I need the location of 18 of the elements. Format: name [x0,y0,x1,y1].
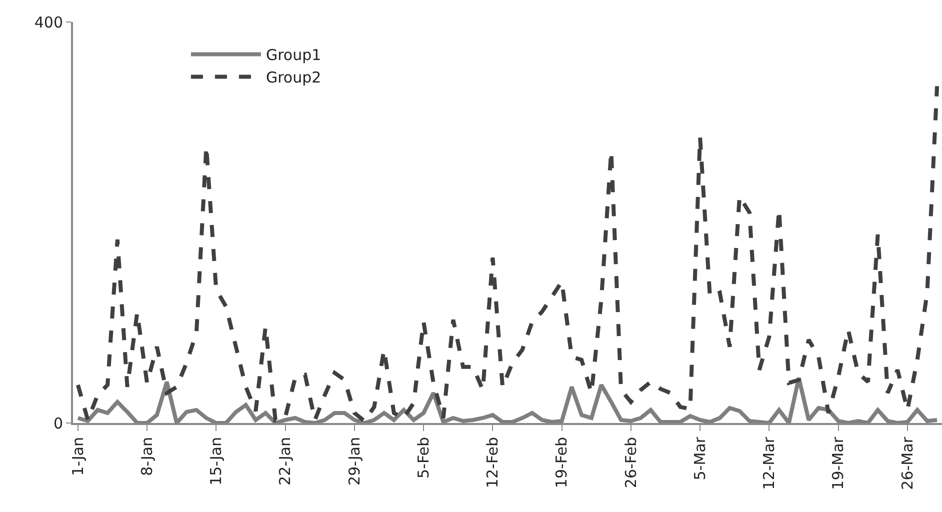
x-tick-label: 15-Jan [207,437,226,486]
y-tick-label: 400 [34,13,63,32]
x-tick-label: 1-Jan [68,437,87,476]
legend-label: Group1 [266,46,322,64]
x-tick-label: 29-Jan [345,437,364,486]
x-tick-label: 8-Jan [138,437,156,476]
x-tick-label: 22-Jan [276,437,294,486]
x-tick-label: 26-Mar [898,436,916,490]
x-tick-label: 19-Mar [829,436,848,490]
x-tick-label: 12-Mar [760,436,778,490]
x-tick-label: 12-Feb [484,437,502,488]
x-tick-label: 26-Feb [622,437,640,488]
line-series [76,84,940,423]
x-tick-label: 5-Mar [690,436,709,480]
x-tick-label: 5-Feb [414,437,432,479]
legend-label: Group2 [266,68,322,87]
y-tick-label: 0 [53,414,63,432]
x-tick-label: 19-Feb [552,437,571,488]
